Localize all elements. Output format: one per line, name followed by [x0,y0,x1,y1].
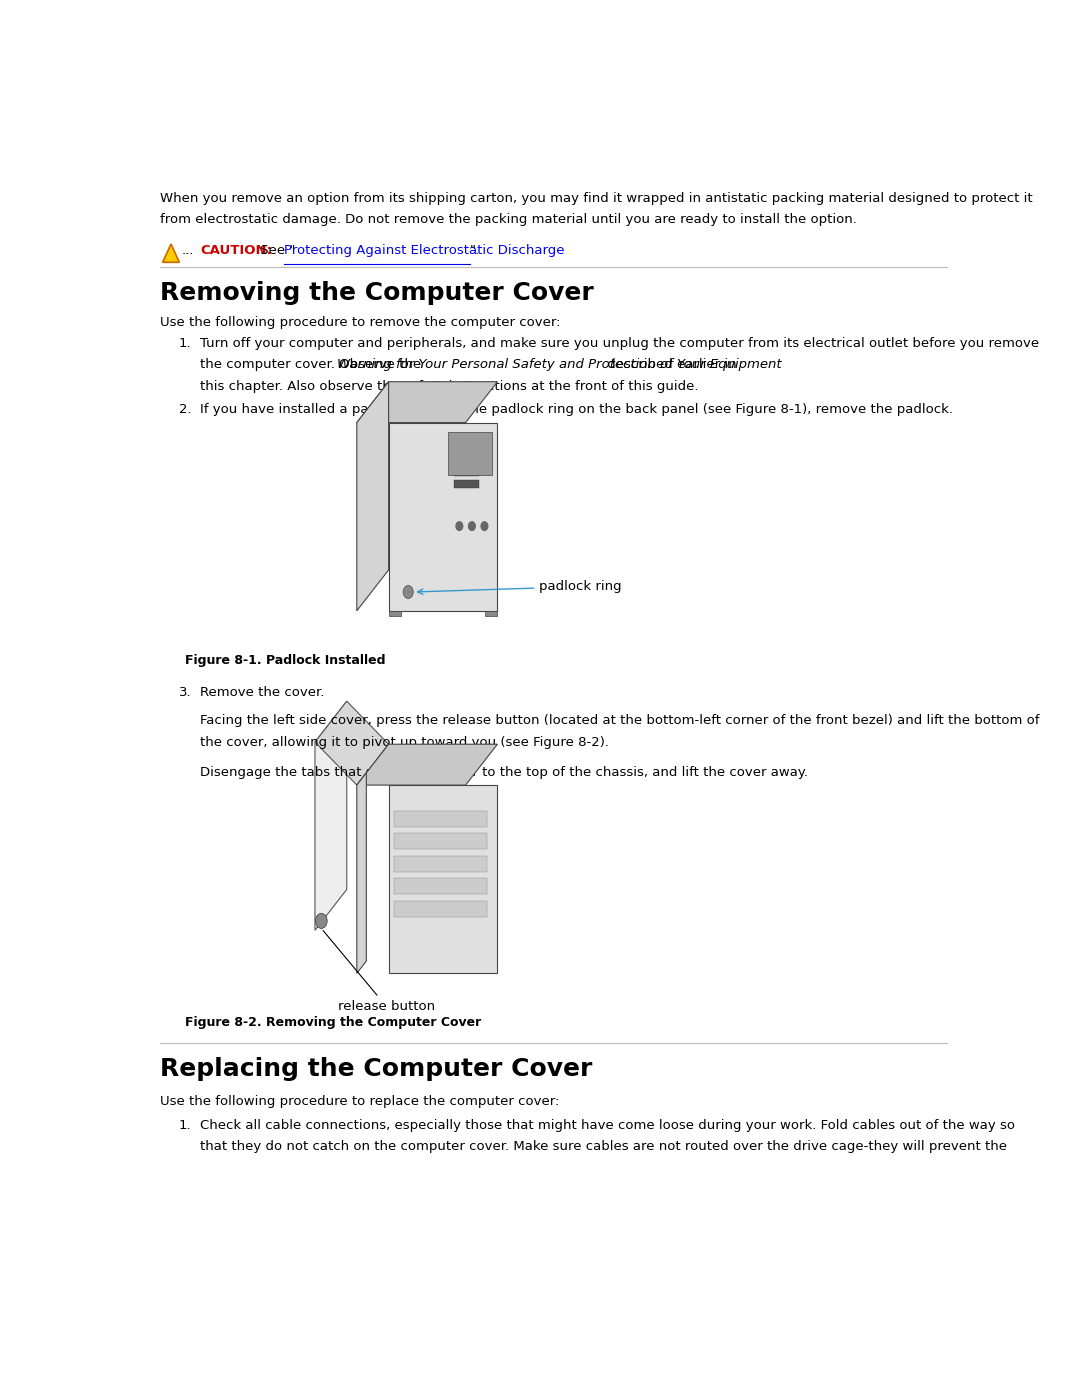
Text: 2.: 2. [178,404,191,416]
Polygon shape [448,432,492,475]
Polygon shape [394,833,486,849]
Text: Protecting Against Electrostatic Discharge: Protecting Against Electrostatic Dischar… [284,244,565,257]
Polygon shape [315,701,347,930]
Text: See ": See " [256,244,296,257]
Text: release button: release button [323,930,435,1013]
Text: Figure 8-1. Padlock Installed: Figure 8-1. Padlock Installed [186,654,386,666]
Polygon shape [356,381,389,610]
Text: If you have installed a padlock through the padlock ring on the back panel (see : If you have installed a padlock through … [200,404,954,416]
Polygon shape [356,773,366,974]
Circle shape [403,585,414,598]
Polygon shape [394,901,486,916]
Text: that they do not catch on the computer cover. Make sure cables are not routed ov: that they do not catch on the computer c… [200,1140,1008,1153]
Text: CAUTION:: CAUTION: [200,244,272,257]
Polygon shape [163,244,179,263]
Text: Remove the cover.: Remove the cover. [200,686,325,698]
Text: the computer cover. Observe the: the computer cover. Observe the [200,358,426,372]
Text: from electrostatic damage. Do not remove the packing material until you are read: from electrostatic damage. Do not remove… [160,212,858,226]
Text: ".: ". [470,244,480,257]
Polygon shape [454,441,480,450]
Circle shape [469,522,475,531]
Polygon shape [315,701,389,785]
Text: 1.: 1. [178,1119,191,1132]
Circle shape [315,914,327,929]
Polygon shape [356,381,498,422]
Polygon shape [394,879,486,894]
Text: Disengage the tabs that secure the cover to the top of the chassis, and lift the: Disengage the tabs that secure the cover… [200,766,808,778]
Text: Replacing the Computer Cover: Replacing the Computer Cover [160,1058,593,1081]
Circle shape [456,522,462,531]
Circle shape [481,522,488,531]
Text: 1.: 1. [178,337,191,349]
Text: Use the following procedure to remove the computer cover:: Use the following procedure to remove th… [160,316,561,330]
Text: described earlier in: described earlier in [603,358,737,372]
Text: Removing the Computer Cover: Removing the Computer Cover [160,281,594,305]
Polygon shape [356,745,498,785]
Text: !: ! [170,246,173,256]
Polygon shape [454,467,480,475]
Text: 3.: 3. [178,686,191,698]
Polygon shape [394,810,486,827]
Text: When you remove an option from its shipping carton, you may find it wrapped in a: When you remove an option from its shipp… [160,193,1032,205]
Text: Facing the left side cover, press the release button (located at the bottom-left: Facing the left side cover, press the re… [200,714,1040,726]
Polygon shape [454,454,480,462]
Text: Check all cable connections, especially those that might have come loose during : Check all cable connections, especially … [200,1119,1015,1132]
Polygon shape [389,785,498,974]
Polygon shape [389,610,401,616]
Text: Use the following procedure to replace the computer cover:: Use the following procedure to replace t… [160,1095,559,1108]
Text: Turn off your computer and peripherals, and make sure you unplug the computer fr: Turn off your computer and peripherals, … [200,337,1039,349]
Text: Warning for Your Personal Safety and Protection of Your Equipment: Warning for Your Personal Safety and Pro… [337,358,781,372]
Text: this chapter. Also observe the safety instructions at the front of this guide.: this chapter. Also observe the safety in… [200,380,699,393]
Text: the cover, allowing it to pivot up toward you (see Figure 8-2).: the cover, allowing it to pivot up towar… [200,736,609,749]
Polygon shape [394,856,486,872]
Polygon shape [485,610,498,616]
Polygon shape [389,422,498,610]
Text: ...: ... [181,244,194,257]
Text: Figure 8-2. Removing the Computer Cover: Figure 8-2. Removing the Computer Cover [186,1017,482,1030]
Text: padlock ring: padlock ring [418,580,622,594]
Polygon shape [454,479,480,489]
